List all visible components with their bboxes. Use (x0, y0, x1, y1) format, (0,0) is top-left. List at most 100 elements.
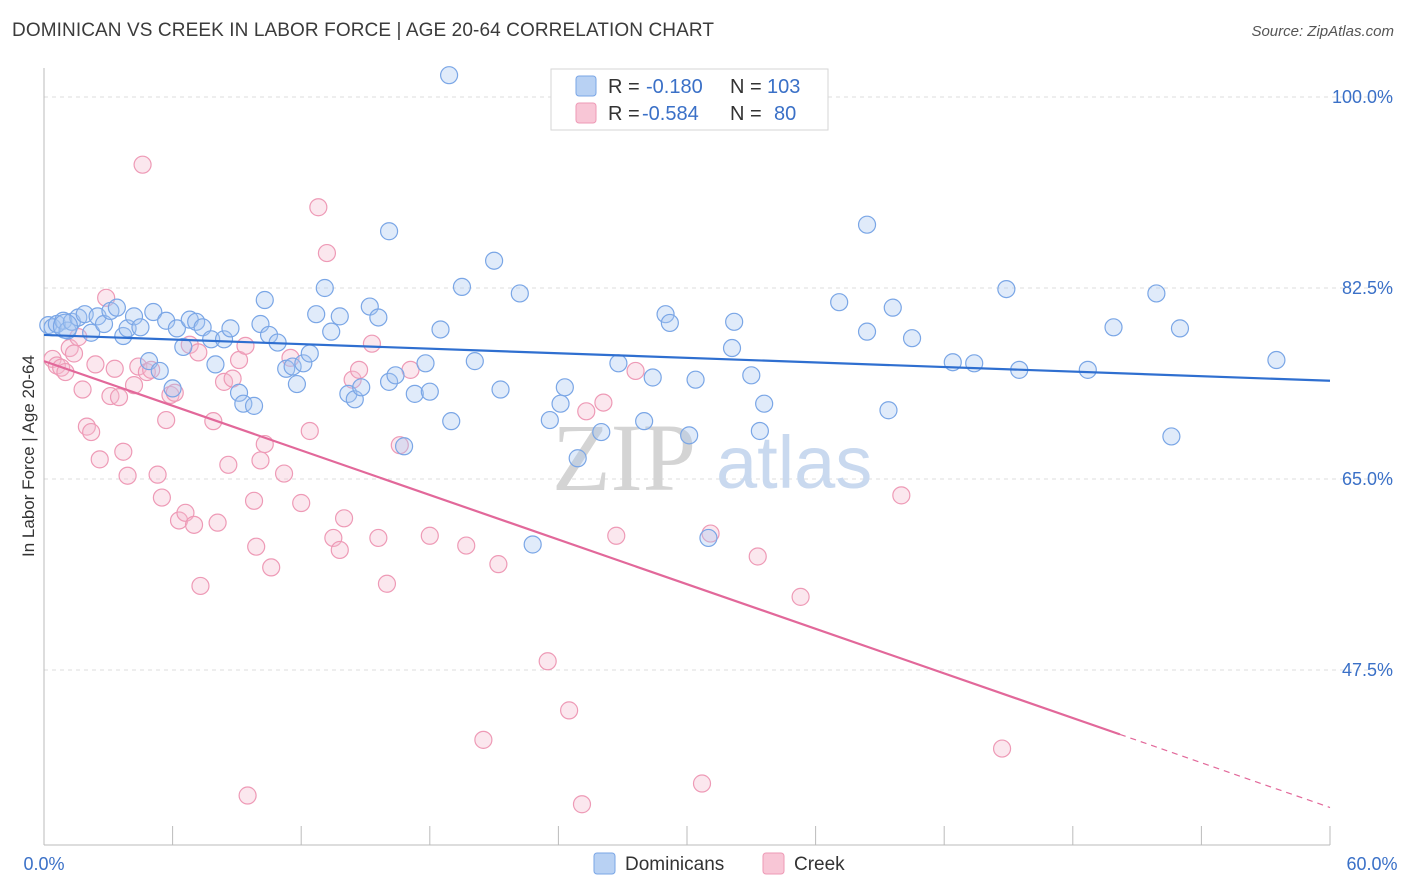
dominican-point (452, 277, 472, 297)
dominican-point (551, 394, 570, 413)
creek-point (489, 555, 508, 574)
watermark-atlas: atlas (716, 421, 872, 504)
creek-trend-line (43, 360, 1121, 736)
creek-points (43, 155, 1012, 814)
y-tick-label: 47.5% (1342, 660, 1393, 680)
dominican-point (555, 378, 574, 397)
y-axis-title: In Labor Force | Age 20-64 (19, 355, 38, 557)
legend-r-value-1: -0.180 (646, 76, 703, 98)
dominican-point (420, 382, 439, 401)
creek-point (334, 509, 354, 528)
dominican-point (997, 279, 1016, 299)
legend-r-value-2: -0.584 (642, 103, 699, 125)
y-tick-label: 100.0% (1332, 87, 1393, 107)
dominican-point (307, 305, 326, 324)
dominican-point (163, 379, 182, 398)
dominican-point (144, 302, 163, 322)
dominican-point (244, 396, 264, 415)
dominican-point (386, 366, 405, 385)
dominican-point (643, 368, 662, 387)
creek-point (577, 402, 596, 421)
y-tick-labels: 47.5% 65.0% 82.5% 100.0% (1332, 87, 1393, 680)
dominican-point (294, 354, 313, 373)
creek-point (292, 493, 311, 513)
creek-point (219, 455, 238, 474)
creek-point (247, 537, 266, 556)
creek-point (791, 587, 810, 606)
creek-point (692, 774, 712, 793)
dominican-points (39, 66, 1286, 554)
watermark: ZIP atlas (552, 404, 872, 511)
dominican-point (287, 374, 307, 394)
dominican-point (660, 313, 679, 333)
creek-point (251, 451, 270, 470)
creek-point (208, 513, 227, 532)
dominican-point (1147, 284, 1166, 303)
dominican-point (742, 366, 761, 385)
creek-point (86, 355, 105, 374)
creek-point (317, 243, 337, 263)
source-label: Source: ZipAtlas.com (1251, 23, 1394, 40)
dominican-point (234, 394, 253, 413)
dominican-point (379, 222, 399, 241)
gridlines (44, 96, 1395, 671)
dominican-point (431, 320, 450, 339)
dominican-point (131, 318, 150, 337)
dominican-point (883, 298, 902, 317)
dominican-point (592, 422, 611, 442)
y-tick-label: 82.5% (1342, 278, 1393, 298)
dominican-point (1104, 318, 1123, 337)
dominican-point (830, 293, 849, 312)
dominican-point (491, 380, 510, 399)
dominican-point (405, 384, 424, 403)
creek-point (73, 380, 92, 399)
dominican-point (439, 66, 459, 85)
creek-point (262, 558, 281, 577)
dominican-point (150, 361, 169, 381)
x-tick-label-min: 0.0% (23, 854, 64, 874)
creek-point (349, 360, 369, 379)
creek-point (474, 730, 493, 749)
dominican-point (609, 354, 628, 373)
dominican-point (322, 322, 341, 341)
creek-point (169, 511, 189, 530)
dominican-point (699, 528, 718, 548)
creek-point (152, 488, 171, 507)
bottom-legend-label-creek: Creek (794, 854, 845, 875)
creek-point (560, 701, 579, 720)
dominican-point (510, 284, 529, 303)
legend-n-value-2: 80 (774, 103, 796, 125)
creek-trend-line-extrapolated (1119, 733, 1331, 809)
dominican-point (283, 357, 302, 376)
creek-point (892, 486, 911, 505)
dominican-point (167, 319, 186, 338)
creek-point (133, 155, 152, 174)
x-ticks (43, 826, 1331, 845)
y-tick-label: 65.0% (1342, 469, 1393, 489)
creek-point (420, 526, 439, 545)
dominican-point (1078, 360, 1097, 379)
dominican-point (221, 319, 240, 338)
creek-point (992, 739, 1012, 758)
dominican-point (635, 412, 654, 431)
creek-point (148, 465, 167, 484)
dominican-point (202, 330, 221, 349)
dominican-point (755, 394, 774, 413)
creek-point (300, 421, 319, 441)
creek-point (204, 412, 223, 431)
dominicans-trend-line (43, 333, 1331, 382)
creek-point (244, 491, 264, 510)
bottom-legend-label-dominicans: Dominicans (625, 854, 724, 875)
dominican-point (523, 535, 542, 554)
dominican-point (857, 322, 877, 341)
creek-point (594, 393, 613, 412)
dominican-point (879, 401, 898, 420)
dominican-point (52, 313, 79, 339)
legend-swatch-dominicans (575, 75, 597, 97)
creek-point (118, 466, 137, 485)
dominican-point (725, 312, 744, 331)
creek-point (109, 388, 129, 407)
creek-point (124, 376, 144, 395)
dominican-point (229, 383, 249, 402)
